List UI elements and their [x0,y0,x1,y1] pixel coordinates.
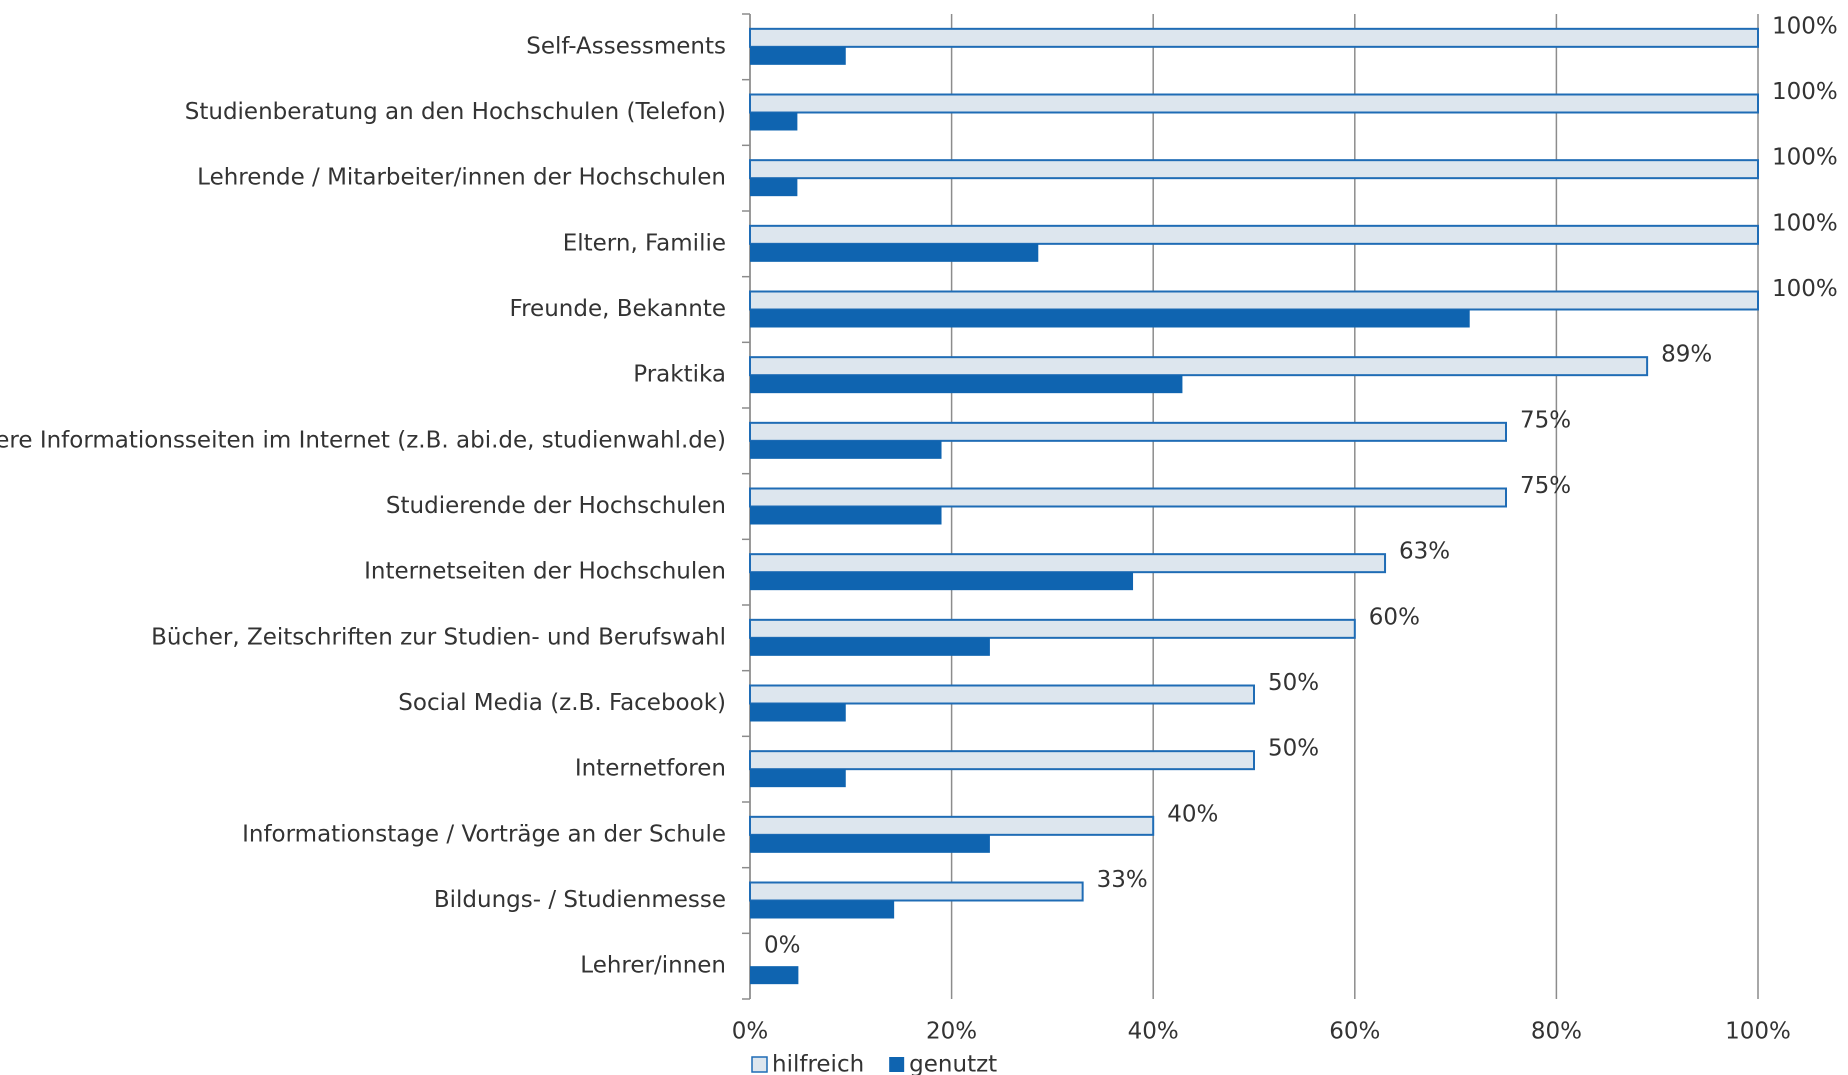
bar [749,881,1084,902]
y-tick-label: Andere Informationsseiten im Internet (z… [0,427,726,453]
x-tick-label: 20% [926,1019,977,1045]
y-tick-label: Freunde, Bekannte [510,296,726,322]
bar [750,243,1039,262]
bar [750,375,1183,394]
bar [750,440,942,459]
bar [750,572,1134,591]
bar [749,421,1507,442]
value-label: 60% [1369,604,1420,630]
bar [750,112,798,131]
value-label: 50% [1268,736,1319,762]
y-tick-label: Lehrende / Mitarbeiter/innen der Hochsch… [197,165,726,191]
bar [749,553,1387,574]
bar [750,46,846,65]
bar [749,487,1507,508]
bar [749,27,1759,48]
bar [749,356,1649,377]
bar [750,834,990,853]
bar [750,900,895,919]
value-label: 75% [1520,473,1571,499]
value-label: 89% [1661,342,1712,368]
y-tick-label: Informationstage / Vorträge an der Schul… [242,821,726,847]
value-label: 100% [1772,79,1838,105]
y-tick-label: Studienberatung an den Hochschulen (Tele… [185,99,726,125]
bar [749,815,1155,836]
bar [749,618,1356,639]
bar [749,684,1255,705]
y-tick-label: Internetseiten der Hochschulen [364,559,726,585]
value-label: 0% [764,933,801,959]
bar [749,224,1759,245]
legend-label: hilfreich [772,1052,864,1075]
y-tick-label: Self-Assessments [526,33,726,59]
bar [750,769,846,788]
legend-swatch [751,1056,768,1073]
bar [750,506,942,525]
y-tick-label: Social Media (z.B. Facebook) [398,690,726,716]
bar [749,93,1759,114]
value-label: 100% [1772,145,1838,171]
bar [749,159,1759,180]
bar [750,178,798,197]
value-label: 75% [1520,407,1571,433]
y-tick-label: Eltern, Familie [563,230,726,256]
y-tick-label: Praktika [633,362,726,388]
legend-swatch [889,1057,905,1072]
y-tick-label: Bildungs- / Studienmesse [434,887,726,913]
y-tick-label: Lehrer/innen [580,953,726,979]
value-label: 50% [1268,670,1319,696]
value-label: 40% [1167,801,1218,827]
y-tick-label: Bücher, Zeitschriften zur Studien- und B… [151,624,726,650]
value-label: 100% [1772,210,1838,236]
y-tick-label: Internetforen [575,756,726,782]
value-label: 100% [1772,13,1838,39]
value-label: 63% [1399,539,1450,565]
bar [750,637,990,656]
value-label: 100% [1772,276,1838,302]
x-tick-label: 40% [1128,1019,1179,1045]
bar [750,703,846,722]
value-label: 33% [1097,867,1148,893]
x-tick-label: 0% [732,1019,769,1045]
x-tick-label: 60% [1329,1019,1380,1045]
x-tick-label: 100% [1725,1019,1791,1045]
bar [749,290,1759,311]
bar [749,750,1255,771]
legend-label: genutzt [909,1052,997,1075]
bar [750,309,1470,328]
bar [750,966,799,985]
y-tick-label: Studierende der Hochschulen [386,493,726,519]
x-tick-label: 80% [1531,1019,1582,1045]
